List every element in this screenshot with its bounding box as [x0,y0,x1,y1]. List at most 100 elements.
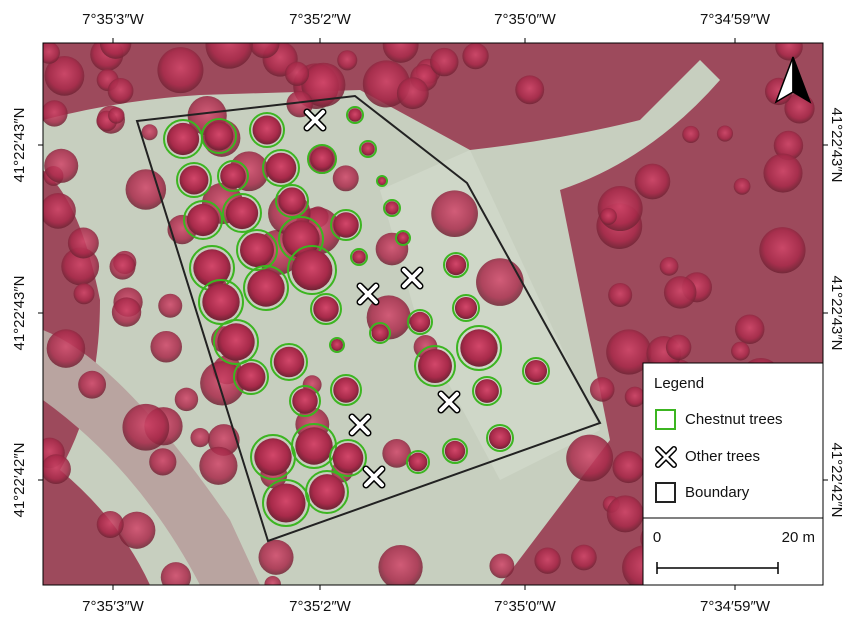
canopy [431,190,478,237]
crown-fill [167,123,199,155]
canopy [38,42,60,64]
canopy [430,48,458,76]
top-label: 7°35′0″W [494,11,556,28]
canopy [259,540,294,575]
canopy [206,21,253,68]
crown-fill [295,427,332,464]
crown-fill [409,453,428,472]
canopy [666,335,691,360]
canopy [383,27,419,63]
scale-start: 0 [653,529,661,546]
canopy [660,257,679,276]
left-label: 41°22′43″N [11,275,28,350]
bottom-label: 7°35′3″W [82,598,144,615]
canopy [600,208,617,225]
canopy [337,50,357,70]
map-figure: Legend 7°35′3″W 7°35′3″W 7°35′2″W 7°35′2″W 7… [0,0,849,618]
canopy [142,124,158,140]
canopy [44,149,78,183]
canopy [566,435,613,482]
canopy [108,78,134,104]
canopy [635,164,671,200]
crown-fill [385,201,399,215]
canopy [489,553,514,578]
crown-fill [247,269,284,306]
canopy [150,331,182,363]
crown-fill [180,166,209,195]
crown-fill [220,163,246,189]
canopy [47,329,86,368]
canopy [775,33,803,61]
crown-fill [217,323,254,360]
crown-fill [310,147,334,171]
canopy [571,545,597,571]
crown-fill [292,250,333,291]
canopy [68,228,99,259]
canopy [734,178,751,195]
canopy [590,377,615,402]
canopy [264,576,280,592]
crown-fill [361,142,375,156]
canopy [333,165,359,191]
canopy [118,512,155,549]
crown-fill [331,339,343,351]
crown-fill [187,204,219,236]
crown-fill [460,329,497,366]
bottom-label: 7°35′0″W [494,598,556,615]
crown-fill [205,122,234,151]
canopy [74,283,95,304]
top-label: 7°35′2″W [289,11,351,28]
crown-fill [372,325,389,342]
canopy [462,43,488,69]
canopy [78,371,106,399]
canopy [735,315,764,344]
canopy [612,451,644,483]
crown-fill [266,153,297,184]
crown-fill [254,438,291,475]
crown-fill [418,349,452,383]
canopy [476,258,524,306]
crown-fill [397,232,409,244]
canopy [175,388,198,411]
canopy [625,387,645,407]
canopy [534,548,560,574]
canopy [199,447,237,485]
bottom-label: 7°34′59″W [700,598,771,615]
crown-fill [333,212,359,238]
canopy [664,276,697,309]
bottom-label: 7°35′2″W [289,598,351,615]
crown-fill [455,297,477,319]
page: {"map": { "top_labels": ["7°35′3″W", "7°… [0,0,849,618]
crown-fill [237,363,266,392]
canopy [285,62,309,86]
crown-fill [525,360,547,382]
canopy [378,545,422,589]
crown-fill [202,283,239,320]
canopy [682,126,699,143]
crown-fill [446,255,466,275]
right-label: 41°22′43″N [828,275,845,350]
crown-fill [333,443,364,474]
canopy [41,100,67,126]
top-label: 7°34′59″W [700,11,771,28]
crown-fill [410,312,430,332]
canopy [108,107,124,123]
canopy [126,169,167,210]
canopy [731,342,750,361]
crown-fill [253,116,282,145]
canopy [763,154,802,193]
legend-item: Other trees [685,448,760,465]
canopy [97,511,124,538]
crown-fill [266,483,305,522]
canopy [515,75,544,104]
crown-fill [313,296,339,322]
canopy [149,448,176,475]
canopy [157,47,203,93]
legend-title: Legend [654,375,704,392]
canopy [110,254,136,280]
canopy [608,283,632,307]
canopy [190,428,209,447]
crown-fill [274,347,305,378]
canopy [41,454,71,484]
top-label: 7°35′3″W [82,11,144,28]
